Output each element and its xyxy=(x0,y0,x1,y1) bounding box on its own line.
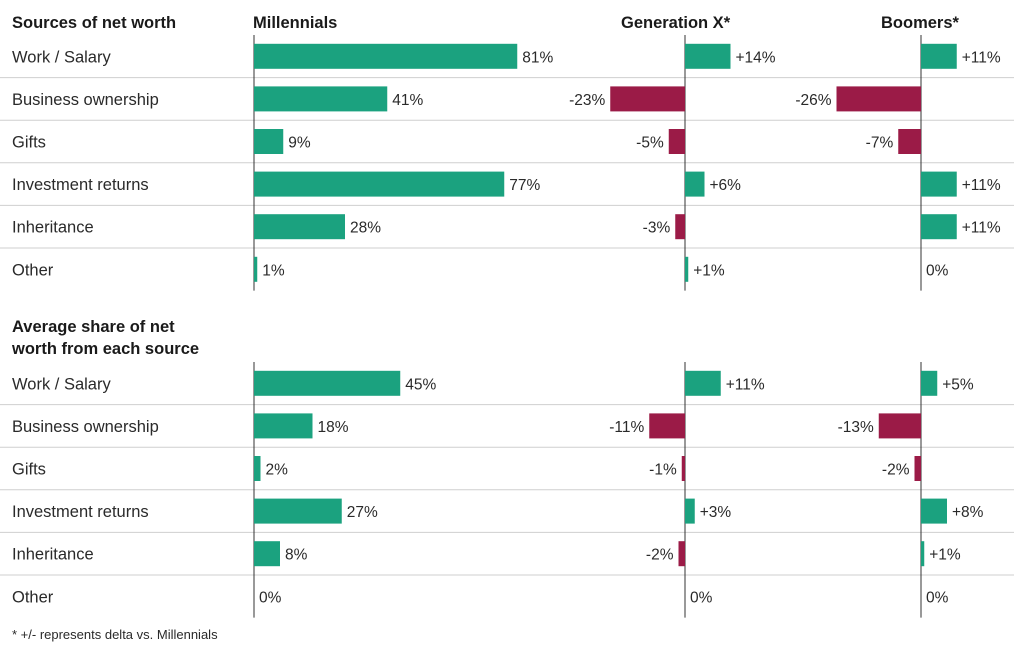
value-label-boomers-investment-returns: +11% xyxy=(962,177,1001,194)
bar-millennials-inheritance xyxy=(254,541,280,567)
bar-generation-x-work-salary xyxy=(685,370,721,396)
bar-boomers-business-ownership xyxy=(878,413,921,439)
value-label-millennials-investment-returns: 27% xyxy=(347,504,378,521)
chart-marks: Work / Salary Business ownership Gifts Inve… xyxy=(0,35,1014,618)
bar-millennials-business-ownership xyxy=(254,413,313,439)
value-label-boomers-business-ownership: -26% xyxy=(795,92,831,109)
bar-millennials-work-salary xyxy=(254,370,401,396)
bar-generation-x-business-ownership xyxy=(649,413,685,439)
value-label-generation-x-other: 0% xyxy=(690,589,713,606)
bar-generation-x-gifts xyxy=(681,456,685,481)
bar-millennials-inheritance xyxy=(254,214,345,240)
value-label-boomers-other: 0% xyxy=(926,589,949,606)
category-label-investment-returns: Investment returns xyxy=(12,503,149,521)
value-label-generation-x-business-ownership: -23% xyxy=(569,92,605,109)
category-label-gifts: Gifts xyxy=(12,461,46,479)
value-label-generation-x-business-ownership: -11% xyxy=(609,419,644,436)
bar-boomers-gifts xyxy=(898,129,921,154)
value-label-generation-x-investment-returns: +3% xyxy=(700,504,732,521)
bar-millennials-gifts xyxy=(254,456,261,481)
category-label-work-salary: Work / Salary xyxy=(12,48,111,66)
value-label-boomers-other: 0% xyxy=(926,262,949,279)
bar-generation-x-inheritance xyxy=(675,214,685,240)
category-label-inheritance: Inheritance xyxy=(12,219,94,237)
bar-boomers-work-salary xyxy=(921,43,957,69)
value-label-boomers-gifts: -7% xyxy=(866,135,894,152)
category-label-business-ownership: Business ownership xyxy=(12,418,159,436)
category-label-investment-returns: Investment returns xyxy=(12,176,149,194)
bar-generation-x-inheritance xyxy=(678,541,685,567)
value-label-boomers-work-salary: +11% xyxy=(962,49,1001,66)
value-label-boomers-inheritance: +11% xyxy=(962,220,1001,237)
bar-generation-x-investment-returns xyxy=(685,171,705,197)
value-label-millennials-other: 0% xyxy=(259,589,282,606)
bar-millennials-gifts xyxy=(254,129,284,154)
bar-boomers-business-ownership xyxy=(836,86,921,112)
value-label-millennials-gifts: 9% xyxy=(288,135,311,152)
bar-generation-x-investment-returns xyxy=(685,498,695,524)
column-header-millennials: Millennials xyxy=(253,14,337,32)
value-label-generation-x-investment-returns: +6% xyxy=(710,177,742,194)
bar-boomers-work-salary xyxy=(921,370,938,396)
bar-millennials-other xyxy=(254,256,258,282)
value-label-generation-x-inheritance: -3% xyxy=(643,220,671,237)
value-label-millennials-inheritance: 28% xyxy=(350,220,381,237)
bar-boomers-inheritance xyxy=(921,214,957,240)
section-title-sources: Sources of net worth xyxy=(12,14,176,32)
section-title-average-share-line2: worth from each source xyxy=(11,340,199,358)
bar-millennials-investment-returns xyxy=(254,498,342,524)
category-label-gifts: Gifts xyxy=(12,134,46,152)
bar-generation-x-business-ownership xyxy=(610,86,685,112)
value-label-generation-x-work-salary: +14% xyxy=(736,49,776,66)
value-label-generation-x-inheritance: -2% xyxy=(646,547,674,564)
category-label-inheritance: Inheritance xyxy=(12,546,94,564)
bar-generation-x-work-salary xyxy=(685,43,731,69)
value-label-millennials-business-ownership: 41% xyxy=(392,92,423,109)
value-label-boomers-inheritance: +1% xyxy=(929,547,961,564)
value-label-generation-x-other: +1% xyxy=(693,262,725,279)
value-label-boomers-work-salary: +5% xyxy=(942,376,974,393)
bar-millennials-work-salary xyxy=(254,43,518,69)
value-label-millennials-work-salary: 81% xyxy=(522,49,553,66)
bar-boomers-investment-returns xyxy=(921,498,947,524)
section-title-average-share-line1: Average share of net xyxy=(12,318,175,336)
bar-boomers-investment-returns xyxy=(921,171,957,197)
value-label-millennials-business-ownership: 18% xyxy=(318,419,349,436)
value-label-millennials-investment-returns: 77% xyxy=(509,177,540,194)
value-label-millennials-other: 1% xyxy=(262,262,285,279)
value-label-boomers-gifts: -2% xyxy=(882,462,910,479)
bar-generation-x-gifts xyxy=(668,129,685,154)
category-label-business-ownership: Business ownership xyxy=(12,91,159,109)
category-label-work-salary: Work / Salary xyxy=(12,375,111,393)
bar-generation-x-other xyxy=(685,256,689,282)
category-label-other: Other xyxy=(12,261,54,279)
bar-millennials-business-ownership xyxy=(254,86,388,112)
footnote: * +/- represents delta vs. Millennials xyxy=(12,627,218,642)
column-header-boomers: Boomers* xyxy=(881,14,960,32)
value-label-boomers-business-ownership: -13% xyxy=(838,419,874,436)
bar-boomers-inheritance xyxy=(921,541,925,567)
bar-boomers-gifts xyxy=(914,456,921,481)
value-label-millennials-work-salary: 45% xyxy=(405,376,436,393)
value-label-boomers-investment-returns: +8% xyxy=(952,504,984,521)
value-label-generation-x-work-salary: +11% xyxy=(726,376,765,393)
value-label-millennials-inheritance: 8% xyxy=(285,547,308,564)
value-label-millennials-gifts: 2% xyxy=(266,462,289,479)
column-header-generation-x: Generation X* xyxy=(621,14,731,32)
bar-millennials-investment-returns xyxy=(254,171,505,197)
category-label-other: Other xyxy=(12,588,54,606)
value-label-generation-x-gifts: -5% xyxy=(636,135,664,152)
value-label-generation-x-gifts: -1% xyxy=(649,462,677,479)
